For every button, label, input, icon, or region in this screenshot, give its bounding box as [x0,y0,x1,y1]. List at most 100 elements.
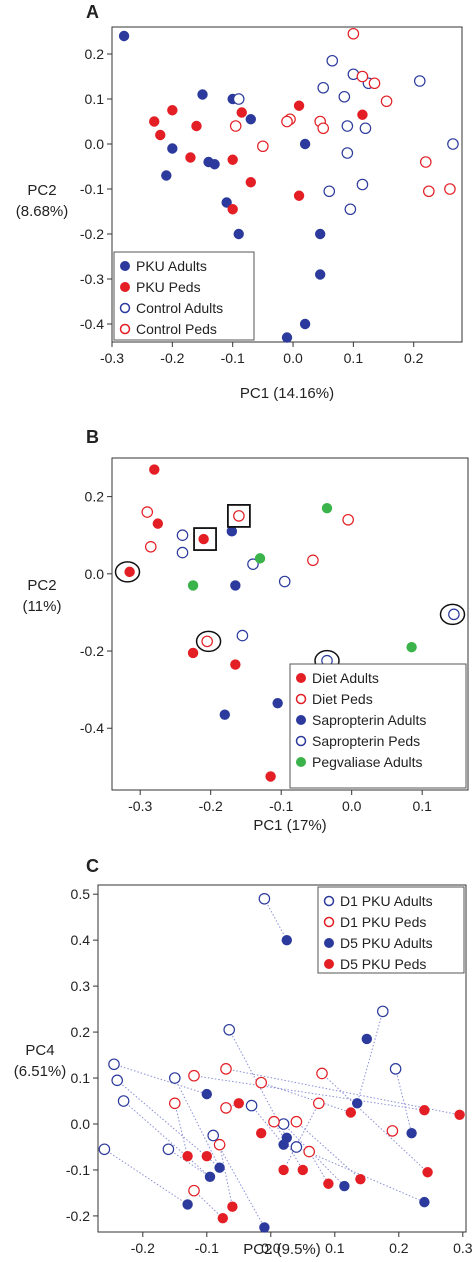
data-point [413,75,426,87]
data-point [117,1095,130,1107]
data-point [265,771,276,782]
data-point [316,1067,328,1080]
data-point [233,228,244,240]
y-axis-label: PC2 [27,577,56,594]
pair-connector [225,1068,460,1116]
data-point [232,93,245,105]
pair-connector [113,1063,207,1095]
data-point [355,1173,366,1185]
series-diet-peds [141,506,354,648]
x-tick-label: 0.0 [342,798,362,814]
y-axis-label: (11%) [23,598,62,615]
data-point [344,203,357,216]
legend-marker [296,715,306,725]
pair-connector [263,898,288,941]
y-tick-label: 0.4 [71,932,91,948]
legend-label: PKU Adults [136,258,207,274]
highlight-ellipse [439,603,466,626]
data-point [182,1199,193,1210]
data-point [161,170,172,181]
panel-b: B -0.3 -0.2 -0.1 0.0 0.1 -0.4 -0.2 0.0 0.2 PC1 (17… [23,427,469,834]
data-point [314,269,326,280]
data-point [323,185,336,198]
data-point [356,178,369,191]
data-point [297,1164,308,1176]
pair-connector [395,1068,413,1134]
x-tick-label: 0.0 [261,1240,281,1256]
data-point [220,1102,232,1114]
data-point [187,580,199,591]
data-point [389,1063,402,1075]
data-point [448,608,460,621]
data-point [233,510,245,522]
data-point [188,1069,200,1082]
data-point [447,138,459,150]
data-point [176,546,189,559]
series-sapropterin-adults [219,526,283,720]
x-tick-label: 0.1 [412,798,432,814]
data-point [176,529,189,542]
data-point [227,154,238,165]
data-point [229,120,242,132]
data-point [227,1201,238,1212]
legend-label: Diet Adults [312,670,379,686]
highlight-square [226,504,251,528]
data-point [247,558,259,570]
pair-connector [283,1123,345,1187]
panel-a: A -0.3 -0.2 -0.1 0.0 0.1 0.2 -0.4 -0.3 -0.2 -0.1 0.… [16,2,463,402]
data-point [281,115,293,128]
data-point [323,1178,334,1189]
data-point [272,697,283,709]
pair-connector [212,1135,265,1228]
x-tick-label: -0.1 [221,350,245,366]
pair-connector [308,1151,329,1184]
pair-connector [193,1190,224,1219]
series-d5-pku-peds [182,1098,465,1224]
data-point [144,540,157,553]
series-pegvaliase-adults [187,502,417,653]
data-point [357,109,368,120]
data-point [258,892,271,905]
legend: Diet Adults Diet Peds Sapropterin Adults Sa… [289,663,467,789]
data-point [281,332,293,343]
data-point [201,635,213,648]
data-point [341,120,354,132]
legend-label: D5 PKU Peds [340,956,426,972]
y-tick-label: 0.0 [71,1116,91,1132]
data-point [352,1098,363,1109]
data-point [213,1138,226,1151]
data-point [345,1107,356,1118]
legend-marker [295,735,307,747]
pair-connector [296,1146,425,1203]
data-point [317,81,330,94]
x-tick-label: 0.1 [344,350,364,366]
y-tick-label: 0.1 [85,91,105,107]
series-control-peds [229,27,456,198]
data-point [245,177,256,188]
data-point [167,143,178,154]
legend-label: Sapropterin Peds [312,733,420,749]
x-tick-label: -0.1 [269,798,293,814]
x-tick-label: 0.1 [325,1240,345,1256]
legend: D1 PKU Adults D1 PKU Peds D5 PKU Adults D5 … [317,886,465,974]
pair-connector [219,1144,233,1207]
data-point [220,1063,232,1075]
y-tick-label: 0.0 [85,136,105,152]
x-axis-label: PC1 (14.16%) [240,385,334,402]
data-point [182,1150,193,1162]
data-point [454,1109,465,1121]
legend-marker [323,916,335,928]
data-point [255,1076,267,1089]
data-point [245,1099,258,1112]
legend-label: Control Adults [136,300,223,316]
series-diet-adults [124,464,276,782]
legend-marker [324,959,334,969]
data-point [268,1115,280,1128]
data-point [209,159,220,170]
data-point [149,116,160,127]
legend-label: PKU Peds [136,279,201,295]
legend-label: D1 PKU Peds [340,914,426,930]
data-point [188,1184,200,1197]
pair-connector [321,1073,428,1173]
